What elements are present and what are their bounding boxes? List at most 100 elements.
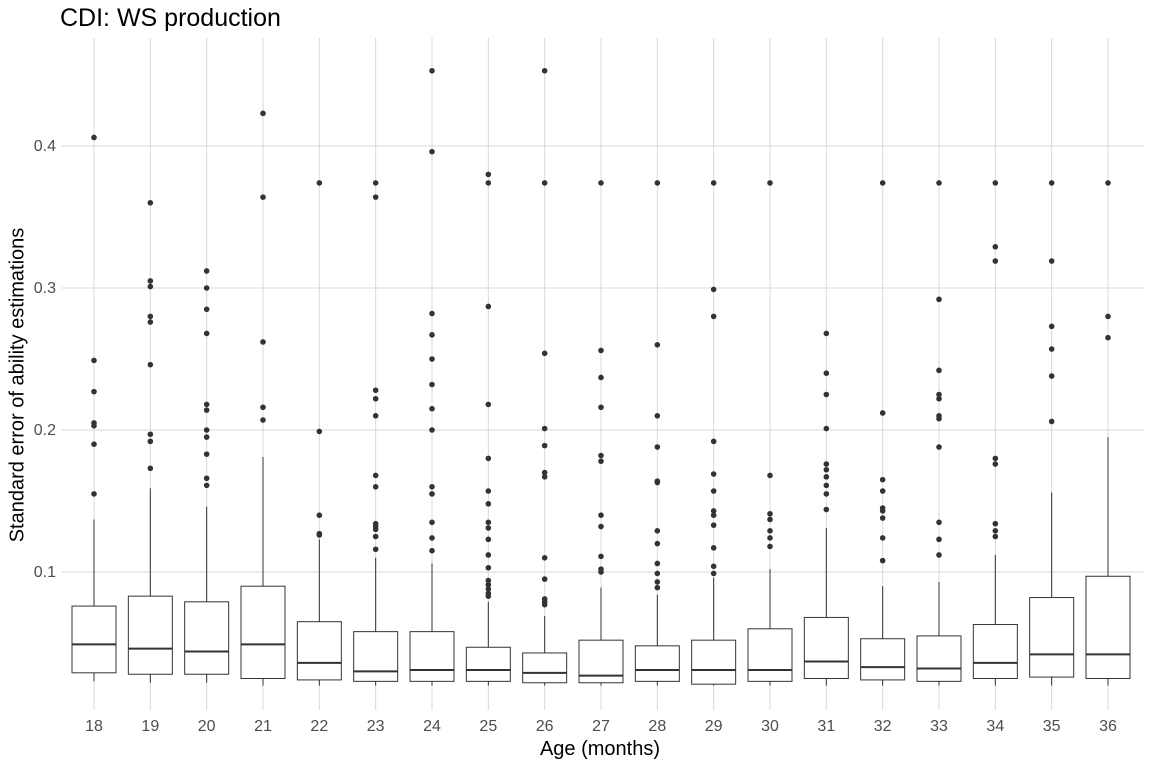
outlier-point <box>1048 180 1055 186</box>
outlier-point <box>260 110 266 117</box>
outlier-point <box>936 552 942 558</box>
outlier-point <box>203 434 210 440</box>
outlier-point <box>429 535 435 541</box>
outlier-point <box>485 171 492 178</box>
x-tick-label: 33 <box>930 718 948 735</box>
outlier-point <box>992 244 999 250</box>
outlier-point <box>879 505 886 511</box>
outlier-point <box>654 540 661 547</box>
outlier-point <box>485 303 492 310</box>
outlier-point <box>147 465 154 472</box>
outlier-point <box>710 286 717 293</box>
x-tick-label: 26 <box>536 718 554 735</box>
box <box>803 616 849 680</box>
box <box>1085 575 1131 680</box>
outlier-point <box>485 519 492 526</box>
outlier-point <box>936 296 942 303</box>
outlier-point <box>936 519 942 526</box>
y-tick-label: 0.3 <box>34 280 56 297</box>
outlier-point <box>203 285 210 291</box>
box <box>691 639 737 685</box>
box <box>916 635 962 682</box>
outlier-point <box>91 357 97 364</box>
outlier-point <box>710 313 717 320</box>
box <box>353 631 399 682</box>
outlier-point <box>767 510 773 517</box>
outlier-point <box>372 387 379 394</box>
box <box>184 601 230 675</box>
outlier-point <box>936 180 942 186</box>
outlier-point <box>936 391 942 398</box>
box <box>240 585 286 680</box>
outlier-point <box>429 491 435 497</box>
outlier-point <box>823 474 830 480</box>
outlier-point <box>879 535 886 541</box>
outlier-point <box>598 404 604 411</box>
outlier-point <box>429 332 435 338</box>
outlier-point <box>823 330 830 337</box>
x-tick-label: 34 <box>986 718 1004 735</box>
outlier-point <box>429 405 435 412</box>
outlier-point <box>316 512 323 518</box>
outlier-point <box>485 590 492 597</box>
outlier-point <box>767 528 773 534</box>
outlier-point <box>91 388 97 395</box>
outlier-point <box>316 428 323 435</box>
outlier-point <box>823 391 830 398</box>
outlier-point <box>260 339 266 345</box>
outlier-point <box>992 461 999 467</box>
x-tick-label: 20 <box>198 718 216 735</box>
outlier-point <box>429 148 435 155</box>
x-tick-label: 28 <box>648 718 666 735</box>
x-tick-label: 30 <box>761 718 779 735</box>
outlier-point <box>541 180 548 186</box>
outlier-point <box>936 536 942 543</box>
outlier-point <box>541 596 548 602</box>
y-tick-label: 0.4 <box>34 138 56 155</box>
outlier-point <box>203 482 210 489</box>
outlier-point <box>203 330 210 337</box>
y-tick-label: 0.1 <box>34 564 56 581</box>
box <box>522 652 568 684</box>
outlier-point <box>429 356 435 362</box>
outlier-point <box>541 425 548 432</box>
outlier-point <box>372 413 379 419</box>
outlier-point <box>992 455 999 462</box>
outlier-point <box>654 180 661 186</box>
x-tick-label: 27 <box>592 718 610 735</box>
outlier-point <box>879 488 886 494</box>
outlier-point <box>91 134 97 141</box>
outlier-point <box>541 474 548 480</box>
outlier-point <box>767 472 773 479</box>
box <box>634 645 680 682</box>
outlier-point <box>654 579 661 585</box>
box <box>747 628 793 682</box>
box <box>127 595 173 675</box>
outlier-point <box>372 533 379 540</box>
outlier-point <box>598 347 604 354</box>
outlier-point <box>485 455 492 462</box>
outlier-point <box>710 438 717 445</box>
outlier-point <box>91 420 97 426</box>
x-tick-label: 29 <box>705 718 723 735</box>
outlier-point <box>485 581 492 588</box>
outlier-point <box>260 404 266 411</box>
outlier-point <box>485 586 492 592</box>
outlier-point <box>992 258 999 264</box>
outlier-point <box>598 566 604 572</box>
outlier-point <box>203 306 210 313</box>
outlier-point <box>147 361 154 368</box>
outlier-point <box>710 508 717 514</box>
outlier-point <box>879 515 886 521</box>
outlier-point <box>485 525 492 531</box>
outlier-point <box>372 194 379 200</box>
outlier-point <box>485 488 492 494</box>
outlier-point <box>654 584 661 591</box>
x-tick-label: 18 <box>85 718 103 735</box>
outlier-point <box>654 570 661 577</box>
outlier-point <box>429 381 435 388</box>
outlier-point <box>767 180 773 186</box>
outlier-point <box>372 395 379 402</box>
box <box>1029 597 1075 678</box>
